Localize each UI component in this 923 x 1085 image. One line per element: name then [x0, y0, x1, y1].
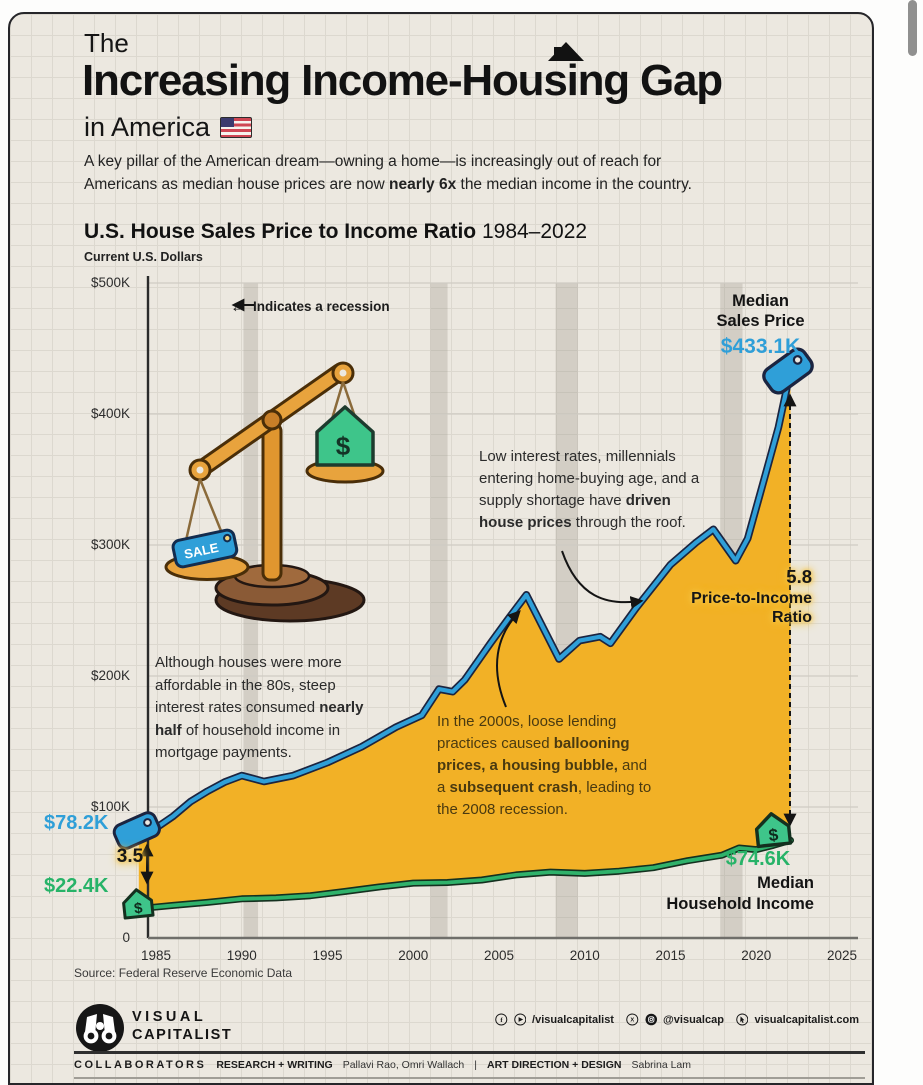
y-axis-tick: $300K — [90, 537, 130, 552]
end-income-value: $74.6K — [725, 848, 791, 870]
research-names: Pallavi Rao, Omri Wallach — [342, 1059, 465, 1071]
instagram-icon[interactable] — [644, 1007, 658, 1032]
ratio-end-label-1: Price-to-Income — [691, 589, 812, 607]
start-price-label: $78.2K — [44, 812, 109, 834]
intro-paragraph: A key pillar of the American dream—ownin… — [84, 153, 692, 194]
design-label: ART DIRECTION + DESIGN — [487, 1059, 622, 1071]
left-arrow-icon: ← — [230, 297, 247, 316]
subtitle: in America — [84, 112, 253, 143]
page-title: Increasing Income-Housing Gap — [82, 56, 723, 105]
axis-unit-label: Current U.S. Dollars — [84, 250, 203, 264]
chart-title-main: U.S. House Sales Price to Income Ratio — [84, 220, 477, 243]
svg-text:f: f — [500, 1017, 503, 1024]
ratio-end-label-2: Ratio — [772, 609, 812, 627]
youtube-icon[interactable] — [513, 1007, 527, 1032]
svg-text:X: X — [630, 1018, 634, 1024]
y-axis-tick: $500K — [90, 275, 130, 290]
kicker: The — [84, 28, 129, 58]
median-household-income-label: Median Household Income — [640, 873, 814, 915]
house-roof-icon — [548, 42, 584, 61]
income-line1: Median — [757, 874, 814, 892]
x-axis-tick: 2025 — [826, 948, 858, 963]
visual-capitalist-logotype: VISUAL CAPITALIST — [132, 1009, 233, 1044]
x-axis-tick: 2005 — [483, 948, 515, 963]
annotation-2000s-lending: In the 2000s, loose lending practices ca… — [437, 713, 652, 819]
x-axis-tick: 1990 — [226, 948, 257, 963]
pipe-separator: | — [474, 1059, 477, 1071]
x-axis-tick: 2015 — [655, 948, 686, 963]
scrollbar-thumb[interactable] — [908, 0, 917, 56]
design-names: Sabrina Lam — [631, 1059, 692, 1071]
facebook-icon[interactable]: f — [495, 1007, 508, 1032]
msp-line2: Sales Price — [716, 312, 805, 331]
chart-title-years: 1984–2022 — [481, 220, 588, 243]
source-note: Source: Federal Reserve Economic Data — [74, 966, 293, 980]
social-handle-2[interactable]: @visualcap — [663, 1013, 724, 1026]
social-links: f /visualcapitalist X @visualcap visualc… — [495, 1007, 865, 1032]
y-axis-tick: $100K — [90, 799, 130, 814]
start-income-label: $22.4K — [44, 875, 109, 897]
ratio-end-value: 5.8 — [786, 566, 812, 587]
visual-capitalist-logo-icon — [76, 1004, 124, 1052]
annotation-low-rates: Low interest rates, millennials entering… — [479, 448, 700, 532]
recession-legend: ← Indicates a recession — [230, 298, 390, 315]
collaborators-label: COLLABORATORS — [74, 1059, 207, 1071]
subtitle-text: in America — [84, 112, 211, 142]
y-axis-tick: 0 — [122, 930, 130, 945]
us-flag-icon — [220, 117, 253, 138]
bottom-divider — [74, 1077, 865, 1079]
annotation-eighties: Although houses were more affordable in … — [155, 654, 364, 761]
cursor-icon[interactable] — [736, 1007, 749, 1032]
y-axis-tick: $200K — [90, 668, 130, 683]
x-axis-tick: 1995 — [312, 948, 343, 963]
footer-divider — [74, 1051, 865, 1054]
social-handle[interactable]: /visualcapitalist — [532, 1013, 614, 1026]
msp-line1: Median — [732, 292, 789, 310]
income-line2: Household Income — [666, 895, 814, 914]
collaborators-row: COLLABORATORS RESEARCH + WRITING Pallavi… — [74, 1059, 691, 1071]
x-axis-tick: 2020 — [741, 948, 772, 963]
chart-title: U.S. House Sales Price to Income Ratio 1… — [84, 220, 587, 244]
price-to-income-ratio-start: 3.5 — [116, 846, 144, 867]
median-sales-price-label: Median Sales Price $433.1K — [698, 291, 823, 360]
price-to-income-ratio-end: 5.8 Price-to-Income Ratio — [640, 566, 812, 628]
research-label: RESEARCH + WRITING — [216, 1059, 333, 1071]
x-axis-tick: 1985 — [140, 948, 172, 963]
website-link[interactable]: visualcapitalist.com — [754, 1013, 859, 1026]
x-axis-tick: 2010 — [569, 948, 600, 963]
x-axis-tick: 2000 — [398, 948, 429, 963]
recession-legend-text: Indicates a recession — [253, 299, 390, 314]
x-twitter-icon[interactable]: X — [626, 1007, 639, 1032]
msp-value: $433.1K — [720, 335, 801, 359]
y-axis-tick: $400K — [90, 406, 130, 421]
